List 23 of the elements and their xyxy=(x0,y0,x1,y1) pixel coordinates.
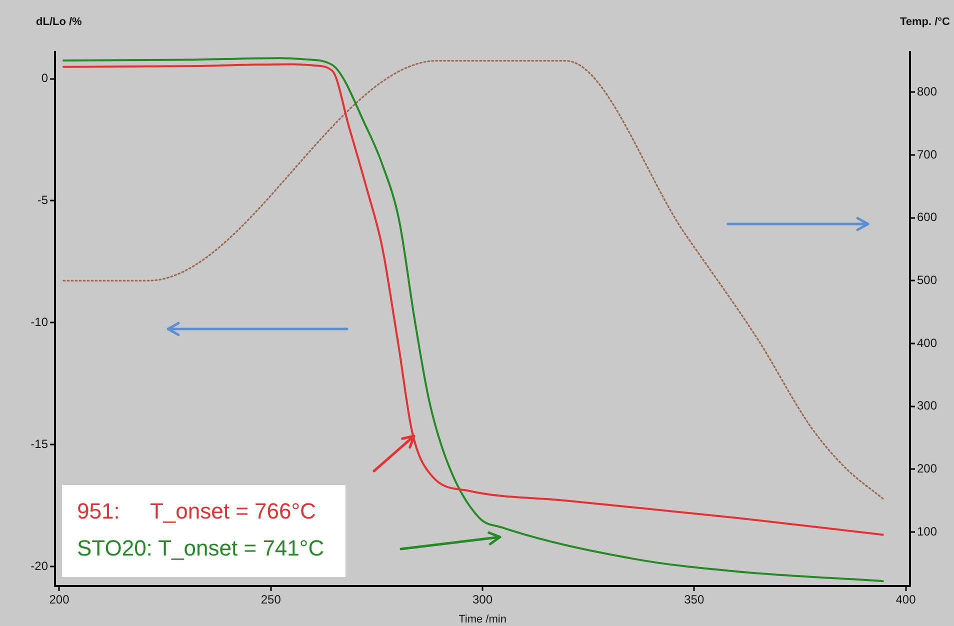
y2-tick-label: 200 xyxy=(917,461,938,476)
y2-tick-label: 600 xyxy=(917,210,938,224)
annotation: STO20: T_onset = 741°C xyxy=(77,536,324,561)
x-axis-title: Time /min xyxy=(458,614,506,626)
y2-tick-label: 400 xyxy=(917,336,938,350)
annotation: 951: T_onset = 766°C xyxy=(77,498,316,524)
y-tick-label: -10 xyxy=(30,314,48,329)
y-tick-label: -5 xyxy=(37,193,48,208)
y-tick-label: 0 xyxy=(41,71,48,86)
y-axis-title: dL/Lo /% xyxy=(36,16,82,28)
x-tick-label: 250 xyxy=(260,592,282,607)
y2-tick-label: 300 xyxy=(917,398,938,413)
x-tick-label: 300 xyxy=(472,592,493,607)
y2-tick-label: 100 xyxy=(917,524,938,538)
x-tick-label: 200 xyxy=(49,592,70,607)
y-tick-label: -20 xyxy=(30,558,48,573)
y2-tick-label: 800 xyxy=(917,84,938,99)
x-tick-label: 350 xyxy=(684,592,704,607)
x-tick-label: 400 xyxy=(896,592,916,607)
y2-tick-label: 700 xyxy=(917,147,938,162)
y-tick-label: -15 xyxy=(30,436,48,451)
y2-axis-title: Temp. /°C xyxy=(900,16,950,28)
y2-tick-label: 500 xyxy=(917,272,938,287)
